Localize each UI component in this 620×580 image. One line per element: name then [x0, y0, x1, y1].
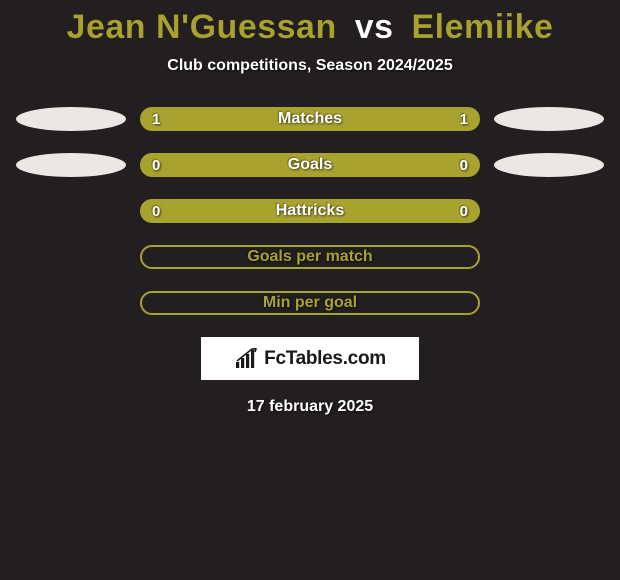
stat-value-right: 1 — [460, 111, 468, 128]
stat-value-right: 0 — [460, 157, 468, 174]
stat-bar: 0 Goals 0 — [140, 153, 480, 177]
stat-bar: Min per goal — [140, 291, 480, 315]
page-title: Jean N'Guessan vs Elemiike — [0, 0, 620, 47]
date-label: 17 february 2025 — [0, 398, 620, 416]
left-placeholder — [16, 245, 126, 269]
stat-value-right: 0 — [460, 203, 468, 220]
stat-row: Goals per match — [0, 245, 620, 269]
stat-label: Min per goal — [263, 294, 357, 312]
stat-row: 1 Matches 1 — [0, 107, 620, 131]
left-placeholder — [16, 199, 126, 223]
left-ellipse — [16, 153, 126, 177]
stat-label: Hattricks — [276, 202, 344, 220]
title-player2: Elemiike — [411, 8, 553, 46]
stat-bar: 1 Matches 1 — [140, 107, 480, 131]
stat-label: Matches — [278, 110, 342, 128]
right-placeholder — [494, 291, 604, 315]
title-player1: Jean N'Guessan — [67, 8, 337, 46]
logo-text: FcTables.com — [264, 348, 386, 370]
stat-label: Goals — [288, 156, 332, 174]
left-ellipse — [16, 107, 126, 131]
right-placeholder — [494, 199, 604, 223]
stat-row: Min per goal — [0, 291, 620, 315]
left-placeholder — [16, 291, 126, 315]
title-vs: vs — [355, 8, 394, 46]
stat-row: 0 Hattricks 0 — [0, 199, 620, 223]
bar-chart-icon — [234, 348, 258, 370]
stat-row: 0 Goals 0 — [0, 153, 620, 177]
stat-value-left: 1 — [152, 111, 160, 128]
subtitle: Club competitions, Season 2024/2025 — [0, 57, 620, 75]
stat-label: Goals per match — [247, 248, 372, 266]
comparison-chart: 1 Matches 1 0 Goals 0 0 Hattricks 0 Goals per mat… — [0, 107, 620, 315]
right-ellipse — [494, 153, 604, 177]
stat-bar: Goals per match — [140, 245, 480, 269]
stat-value-left: 0 — [152, 203, 160, 220]
right-placeholder — [494, 245, 604, 269]
stat-value-left: 0 — [152, 157, 160, 174]
stat-bar: 0 Hattricks 0 — [140, 199, 480, 223]
logo-box: FcTables.com — [201, 337, 419, 380]
right-ellipse — [494, 107, 604, 131]
